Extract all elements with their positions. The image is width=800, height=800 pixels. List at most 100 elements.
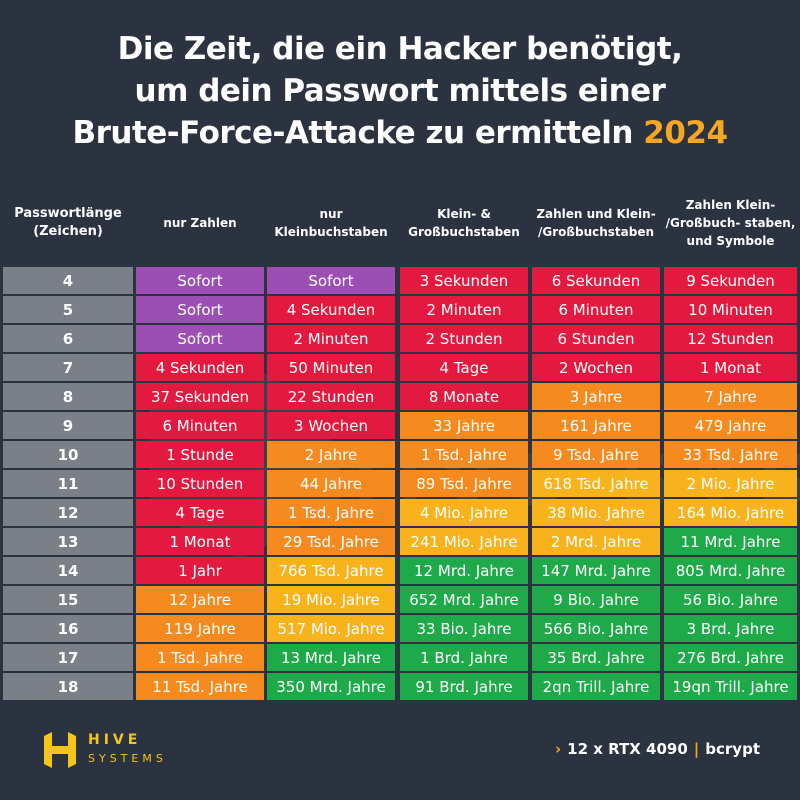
table-cell: 6 Sekunden: [532, 267, 660, 294]
table-row: 17 1 Tsd. Jahre 13 Mrd. Jahre 1 Brd. Jahre 3…: [0, 644, 800, 671]
table-cell: 10 Minuten: [664, 296, 797, 323]
table-cell: 4 Sekunden: [136, 354, 264, 381]
table-cell: 12 Mrd. Jahre: [400, 557, 528, 584]
table-row: 5 Sofort 4 Sekunden 2 Minuten 6 Minuten 10 Mi…: [0, 296, 800, 323]
chevron-right-icon: ›: [554, 740, 562, 758]
title-year: 2024: [643, 115, 728, 151]
table-cell: 1 Monat: [136, 528, 264, 555]
footer-hardware: 12 x RTX 4090: [567, 740, 688, 758]
title-line-2: um dein Passwort mittels einer: [134, 73, 666, 109]
row-length-cell: 12: [3, 499, 133, 526]
table-cell: 2 Mio. Jahre: [664, 470, 797, 497]
row-length-cell: 4: [3, 267, 133, 294]
table-cell: 2 Mrd. Jahre: [532, 528, 660, 555]
table-row: 13 1 Monat 29 Tsd. Jahre 241 Mio. Jahre 2 Mr…: [0, 528, 800, 555]
table-cell: 12 Jahre: [136, 586, 264, 613]
table-cell: 1 Tsd. Jahre: [267, 499, 395, 526]
table-cell: 1 Monat: [664, 354, 797, 381]
table-cell: 33 Bio. Jahre: [400, 615, 528, 642]
row-length-cell: 16: [3, 615, 133, 642]
table-cell: 89 Tsd. Jahre: [400, 470, 528, 497]
page-title: Die Zeit, die ein Hacker benötigt, um de…: [0, 28, 800, 154]
table-cell: 4 Tage: [136, 499, 264, 526]
table-cell: 2qn Trill. Jahre: [532, 673, 660, 700]
table-cell: 1 Tsd. Jahre: [136, 644, 264, 671]
header-col-mixed-case: Klein- & Großbuchstaben: [408, 207, 520, 239]
table-cell: 9 Sekunden: [664, 267, 797, 294]
table-cell: 11 Tsd. Jahre: [136, 673, 264, 700]
header-length: Passwortlänge (Zeichen): [14, 206, 122, 239]
table-row: 16 119 Jahre 517 Mio. Jahre 33 Bio. Jahre 56…: [0, 615, 800, 642]
row-length-cell: 11: [3, 470, 133, 497]
table-cell: 618 Tsd. Jahre: [532, 470, 660, 497]
table-cell: 652 Mrd. Jahre: [400, 586, 528, 613]
table-cell: 29 Tsd. Jahre: [267, 528, 395, 555]
table-cell: 2 Jahre: [267, 441, 395, 468]
table-cell: 33 Jahre: [400, 412, 528, 439]
table-cell: 6 Minuten: [532, 296, 660, 323]
row-length-cell: 7: [3, 354, 133, 381]
table-cell: 91 Brd. Jahre: [400, 673, 528, 700]
table-cell: 479 Jahre: [664, 412, 797, 439]
row-length-cell: 13: [3, 528, 133, 555]
row-length-cell: 15: [3, 586, 133, 613]
table-row: 10 1 Stunde 2 Jahre 1 Tsd. Jahre 9 Tsd. Jahr…: [0, 441, 800, 468]
table-cell: 164 Mio. Jahre: [664, 499, 797, 526]
table-cell: 2 Stunden: [400, 325, 528, 352]
row-length-cell: 10: [3, 441, 133, 468]
footer-separator: |: [693, 740, 700, 758]
table-row: 15 12 Jahre 19 Mio. Jahre 652 Mrd. Jahre 9 B…: [0, 586, 800, 613]
footer-hardware-info: › 12 x RTX 4090 | bcrypt: [555, 740, 760, 758]
logo-subtitle: SYSTEMS: [88, 752, 167, 765]
table-cell: 517 Mio. Jahre: [267, 615, 395, 642]
table-cell: 147 Mrd. Jahre: [532, 557, 660, 584]
table-header: Passwortlänge (Zeichen) nur Zahlen nur K…: [0, 180, 800, 266]
table-cell: Sofort: [136, 267, 264, 294]
table-row: 4 Sofort Sofort 3 Sekunden 6 Sekunden 9 Sekun…: [0, 267, 800, 294]
table-cell: 566 Bio. Jahre: [532, 615, 660, 642]
table-cell: 3 Sekunden: [400, 267, 528, 294]
row-length-cell: 17: [3, 644, 133, 671]
row-length-cell: 6: [3, 325, 133, 352]
table-cell: 33 Tsd. Jahre: [664, 441, 797, 468]
table-cell: 12 Stunden: [664, 325, 797, 352]
row-length-cell: 14: [3, 557, 133, 584]
table-cell: 44 Jahre: [267, 470, 395, 497]
table-cell: 805 Mrd. Jahre: [664, 557, 797, 584]
title-line-3: Brute-Force-Attacke zu ermitteln 2024: [0, 112, 800, 154]
table-row: 6 Sofort 2 Minuten 2 Stunden 6 Stunden 12 Stu…: [0, 325, 800, 352]
hive-logo-icon: [44, 732, 76, 768]
table-cell: 22 Stunden: [267, 383, 395, 410]
table-cell: 119 Jahre: [136, 615, 264, 642]
table-row: 14 1 Jahr 766 Tsd. Jahre 12 Mrd. Jahre 147 M…: [0, 557, 800, 584]
header-col-lowercase: nur Kleinbuchstaben: [274, 207, 388, 239]
table-cell: 3 Wochen: [267, 412, 395, 439]
table-row: 18 11 Tsd. Jahre 350 Mrd. Jahre 91 Brd. Jah…: [0, 673, 800, 700]
table-row: 8 37 Sekunden 22 Stunden 8 Monate 3 Jahre 7 J…: [0, 383, 800, 410]
table-cell: 4 Mio. Jahre: [400, 499, 528, 526]
table-cell: Sofort: [267, 267, 395, 294]
table-cell: 37 Sekunden: [136, 383, 264, 410]
table-cell: 2 Minuten: [400, 296, 528, 323]
table-cell: 13 Mrd. Jahre: [267, 644, 395, 671]
logo-name: HIVE: [88, 732, 142, 748]
table-cell: 4 Tage: [400, 354, 528, 381]
table-cell: 56 Bio. Jahre: [664, 586, 797, 613]
header-col-digits-mixed: Zahlen und Klein- /Großbuchstaben: [536, 207, 656, 239]
table-cell: 10 Stunden: [136, 470, 264, 497]
table-cell: Sofort: [136, 296, 264, 323]
table-cell: 1 Stunde: [136, 441, 264, 468]
table-cell: Sofort: [136, 325, 264, 352]
table-cell: 50 Minuten: [267, 354, 395, 381]
table-cell: 8 Monate: [400, 383, 528, 410]
table-cell: 241 Mio. Jahre: [400, 528, 528, 555]
row-length-cell: 9: [3, 412, 133, 439]
table-cell: 2 Minuten: [267, 325, 395, 352]
row-length-cell: 18: [3, 673, 133, 700]
table-cell: 2 Wochen: [532, 354, 660, 381]
table-row: 12 4 Tage 1 Tsd. Jahre 4 Mio. Jahre 38 Mio. …: [0, 499, 800, 526]
table-cell: 38 Mio. Jahre: [532, 499, 660, 526]
table-cell: 161 Jahre: [532, 412, 660, 439]
